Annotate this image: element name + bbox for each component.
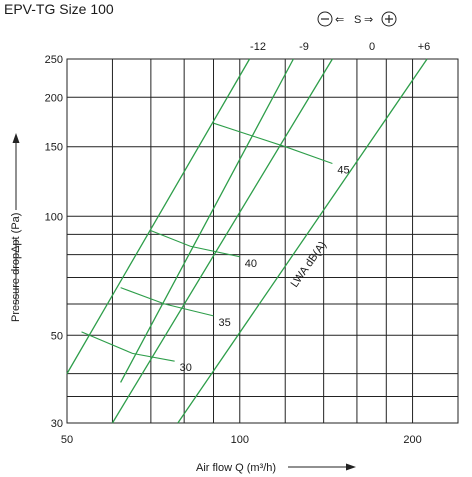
series-line xyxy=(120,58,294,383)
contour-line xyxy=(81,331,175,362)
x-tick-label: 100 xyxy=(231,434,249,446)
series-label: -9 xyxy=(299,41,309,53)
contour-label: 45 xyxy=(337,165,349,177)
s-selector: ⇐ S ⇒ xyxy=(317,11,397,27)
y-tick-label: 250 xyxy=(45,54,63,66)
right-arrow-icon: ⇒ xyxy=(364,14,373,26)
y-tick-label: 100 xyxy=(45,211,63,223)
x-axis-arrowhead xyxy=(346,463,356,471)
series-label: +6 xyxy=(418,41,431,53)
contour-label: 40 xyxy=(245,258,257,270)
y-axis-arrowhead xyxy=(12,133,20,143)
grid xyxy=(66,58,459,424)
x-tick-label: 50 xyxy=(61,434,73,446)
y-tick-label: 150 xyxy=(45,142,63,154)
plus-circle-icon xyxy=(381,11,397,27)
contour-label: 30 xyxy=(180,362,192,374)
contour-label: 35 xyxy=(219,317,231,329)
x-tick-label: 200 xyxy=(403,434,421,446)
plot-frame xyxy=(66,58,459,424)
s-label: S xyxy=(354,14,361,26)
series-line xyxy=(177,58,428,424)
series-lines xyxy=(66,58,428,424)
y-tick-label: 30 xyxy=(51,418,63,430)
series-labels: -12 -9 0 +6 xyxy=(250,41,430,53)
lwa-annotation: LWA dB(A) xyxy=(289,239,329,289)
contour-lines: 45 40 35 30 xyxy=(81,122,350,374)
tick-labels: 50 100 200 30 50 100 150 200 250 xyxy=(45,54,422,446)
series-line xyxy=(111,58,333,424)
chart-title: EPV-TG Size 100 xyxy=(4,1,114,17)
y-tick-label: 200 xyxy=(45,92,63,104)
series-label: -12 xyxy=(250,41,266,53)
contour-line xyxy=(213,122,333,165)
contour-line xyxy=(120,287,214,317)
x-axis-label: Air flow Q (m³/h) xyxy=(196,462,276,474)
contour-line xyxy=(150,230,240,258)
series-line xyxy=(66,58,251,374)
y-tick-label: 50 xyxy=(51,330,63,342)
left-arrow-icon: ⇐ xyxy=(335,14,344,26)
series-label: 0 xyxy=(369,41,375,53)
minus-circle-icon xyxy=(317,11,333,27)
